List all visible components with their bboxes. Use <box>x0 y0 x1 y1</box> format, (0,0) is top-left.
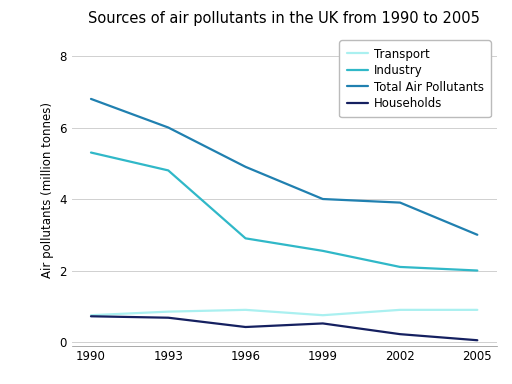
Transport <box>165 310 172 314</box>
Transport <box>474 308 480 312</box>
Title: Sources of air pollutants in the UK from 1990 to 2005: Sources of air pollutants in the UK from… <box>88 12 480 26</box>
Total Air Pollutants <box>165 125 172 130</box>
Total Air Pollutants <box>243 164 249 169</box>
Households <box>243 325 249 329</box>
Industry <box>319 248 326 253</box>
Total Air Pollutants <box>474 232 480 237</box>
Total Air Pollutants <box>88 97 94 101</box>
Legend: Transport, Industry, Total Air Pollutants, Households: Transport, Industry, Total Air Pollutant… <box>339 40 490 117</box>
Industry <box>474 268 480 273</box>
Households <box>474 338 480 343</box>
Line: Total Air Pollutants: Total Air Pollutants <box>91 99 477 235</box>
Total Air Pollutants <box>397 200 403 205</box>
Households <box>319 321 326 326</box>
Total Air Pollutants <box>319 197 326 201</box>
Line: Transport: Transport <box>91 310 477 315</box>
Line: Industry: Industry <box>91 152 477 270</box>
Line: Households: Households <box>91 316 477 340</box>
Industry <box>165 168 172 173</box>
Transport <box>319 313 326 318</box>
Y-axis label: Air pollutants (million tonnes): Air pollutants (million tonnes) <box>41 102 54 278</box>
Transport <box>243 308 249 312</box>
Transport <box>88 313 94 318</box>
Households <box>88 314 94 319</box>
Transport <box>397 308 403 312</box>
Industry <box>397 265 403 269</box>
Industry <box>88 150 94 155</box>
Industry <box>243 236 249 241</box>
Households <box>165 315 172 320</box>
Households <box>397 332 403 336</box>
